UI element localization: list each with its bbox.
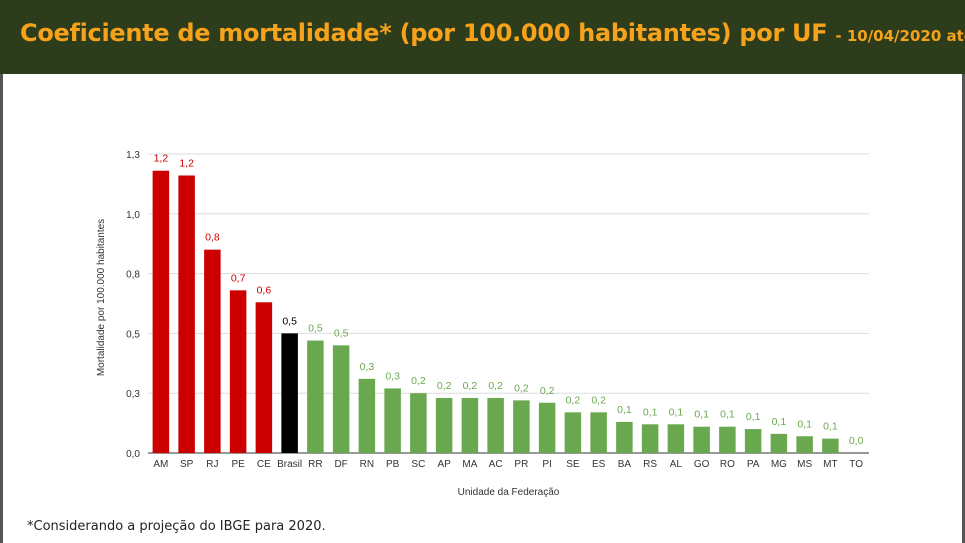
- y-axis-title: Mortalidade por 100.000 habitantes: [96, 219, 107, 376]
- bar-rr: [307, 340, 324, 453]
- x-tick-label: AM: [153, 459, 168, 470]
- bar-al: [667, 424, 685, 453]
- data-label: 0,2: [566, 394, 581, 406]
- bar-mg: [770, 433, 788, 453]
- data-label: 0,0: [849, 435, 864, 447]
- bar-pb: [384, 388, 401, 453]
- data-label: 0,2: [411, 375, 426, 387]
- bar-es: [590, 412, 607, 453]
- bar-se: [564, 412, 582, 453]
- data-label: 0,8: [205, 232, 220, 244]
- data-label: 0,2: [488, 380, 503, 392]
- bar-df: [332, 345, 350, 453]
- bar-pe: [229, 290, 247, 453]
- x-axis-title: Unidade da Federação: [458, 487, 560, 498]
- data-label: 0,1: [720, 409, 735, 421]
- y-tick-label: 1,3: [126, 150, 140, 161]
- bar-rs: [641, 424, 659, 453]
- x-tick-label: TO: [849, 459, 863, 470]
- x-tick-label: PB: [386, 459, 400, 470]
- y-tick-label: 0,0: [126, 449, 140, 460]
- data-label: 0,2: [591, 394, 606, 406]
- data-label: 0,3: [360, 361, 375, 373]
- x-tick-label: PA: [747, 459, 760, 470]
- x-tick-label: PI: [542, 459, 551, 470]
- mortality-bar-chart: 0,0 0,3 0,5 0,8 1,0 1,3 1,2 AM 1,2 SP 0,8 RJ 0,7 PE 0,…: [96, 150, 869, 498]
- page-header: Coeficiente de mortalidade* (por 100.000…: [0, 0, 965, 74]
- x-tick-label: SC: [411, 459, 425, 470]
- x-tick-label: RS: [643, 459, 657, 470]
- x-tick-label: AL: [670, 459, 683, 470]
- data-label: 0,2: [514, 382, 529, 394]
- bar-sp: [178, 175, 195, 453]
- bar-ba: [616, 421, 633, 453]
- data-label: 0,1: [617, 404, 632, 416]
- bar-ap: [435, 397, 453, 453]
- bar-ms: [796, 436, 813, 453]
- data-label: 0,2: [540, 385, 555, 397]
- bar-pr: [513, 400, 530, 453]
- data-label: 0,3: [385, 370, 400, 382]
- data-label: 0,5: [282, 315, 297, 327]
- y-tick-label: 0,8: [126, 270, 140, 281]
- x-tick-label: BA: [618, 459, 632, 470]
- data-label: 0,5: [334, 327, 349, 339]
- x-tick-label: RJ: [206, 459, 218, 470]
- data-label: 0,1: [746, 411, 761, 423]
- x-tick-label: AP: [437, 459, 451, 470]
- x-tick-label: Brasil: [277, 459, 302, 470]
- x-tick-label: RN: [360, 459, 374, 470]
- bar-am: [152, 170, 170, 453]
- bar-ro: [719, 426, 736, 453]
- footnote: *Considerando a projeção do IBGE para 20…: [27, 519, 326, 534]
- x-tick-label: DF: [334, 459, 347, 470]
- data-label: 0,1: [772, 416, 787, 428]
- bar-pa: [744, 429, 762, 453]
- data-label: 1,2: [154, 153, 169, 165]
- page-title-text: Coeficiente de mortalidade* (por 100.000…: [20, 19, 828, 47]
- bar-rn: [358, 378, 376, 453]
- data-label: 0,2: [463, 380, 478, 392]
- y-tick-label: 1,0: [126, 210, 140, 221]
- bar-go: [693, 426, 710, 453]
- bar-ce: [255, 302, 273, 453]
- bar-ma: [461, 397, 479, 453]
- data-label: 0,2: [437, 380, 452, 392]
- x-tick-label: MT: [823, 459, 837, 470]
- x-tick-label: GO: [694, 459, 710, 470]
- data-label: 0,1: [694, 409, 709, 421]
- data-label: 0,7: [231, 272, 246, 284]
- x-tick-label: MA: [462, 459, 477, 470]
- x-tick-label: CE: [257, 459, 271, 470]
- data-label: 0,6: [257, 284, 272, 296]
- data-label: 0,1: [797, 418, 812, 430]
- bar-pi: [538, 402, 556, 453]
- x-tick-label: RR: [308, 459, 322, 470]
- data-label: 0,1: [823, 421, 838, 433]
- data-label: 0,5: [308, 323, 323, 335]
- bar-ac: [487, 397, 504, 453]
- bar-mt: [822, 438, 839, 453]
- x-tick-label: SE: [566, 459, 580, 470]
- y-tick-label: 0,5: [126, 329, 140, 340]
- x-tick-label: PE: [231, 459, 245, 470]
- bar-sc: [410, 393, 427, 453]
- right-border: [962, 74, 965, 543]
- x-tick-label: ES: [592, 459, 606, 470]
- x-tick-label: MS: [797, 459, 812, 470]
- x-tick-label: AC: [489, 459, 503, 470]
- x-tick-label: RO: [720, 459, 735, 470]
- data-label: 1,2: [179, 157, 194, 169]
- x-tick-label: SP: [180, 459, 194, 470]
- x-tick-label: MG: [771, 459, 787, 470]
- data-label: 0,1: [669, 406, 684, 418]
- left-border: [0, 74, 3, 543]
- data-label: 0,1: [643, 406, 658, 418]
- page-title: Coeficiente de mortalidade* (por 100.000…: [20, 19, 965, 47]
- bar-rj: [204, 249, 221, 453]
- y-tick-label: 0,3: [126, 389, 140, 400]
- x-tick-label: PR: [514, 459, 528, 470]
- page-subtitle: - 10/04/2020 até 14h: [835, 27, 965, 45]
- bar-brasil: [281, 333, 298, 453]
